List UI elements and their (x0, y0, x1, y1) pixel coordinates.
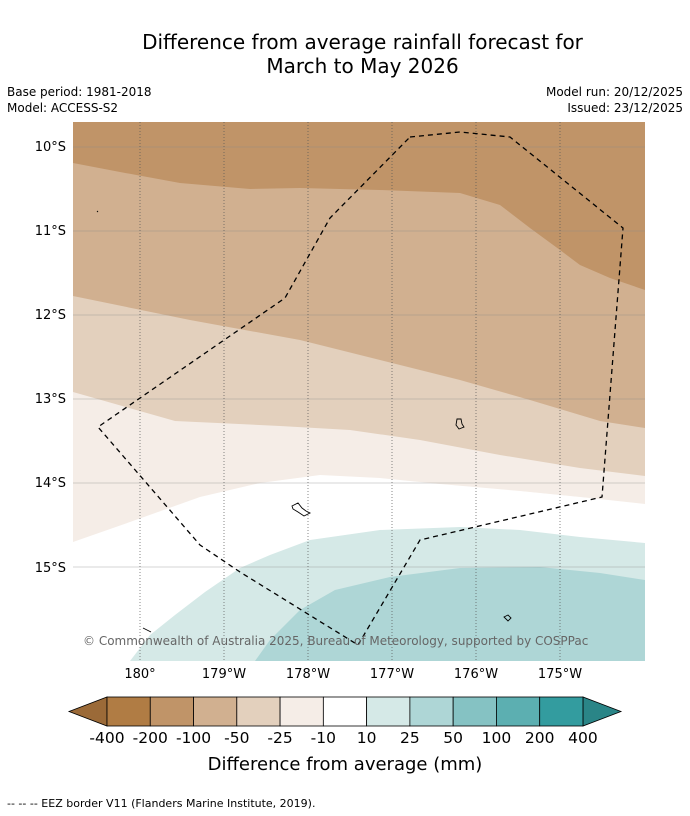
title-line-1: Difference from average rainfall forecas… (142, 30, 583, 54)
colorbar-tick-label: -10 (311, 729, 336, 747)
islands (96, 210, 512, 633)
colorbar-tick-label: 10 (357, 729, 377, 747)
rainfall-map: © Commonwealth of Australia 2025, Bureau… (73, 122, 645, 661)
colorbar-tick-label: 25 (400, 729, 420, 747)
lat-labels: 10°S 11°S 12°S 13°S 14°S 15°S (35, 140, 66, 576)
map-title: Difference from average rainfall forecas… (0, 30, 690, 78)
lon-label: 176°W (454, 667, 498, 682)
copyright-text: © Commonwealth of Australia 2025, Bureau… (83, 634, 588, 648)
lat-label: 10°S (35, 140, 66, 155)
band-plus-25 (255, 567, 645, 661)
lat-label: 15°S (35, 561, 66, 576)
colorbar-segment (496, 696, 541, 727)
colorbar-segment (539, 696, 584, 727)
colorbar-tick-label: 50 (443, 729, 463, 747)
band-minus-100 (73, 122, 645, 290)
island-northwest (96, 210, 99, 213)
island-central (291, 502, 312, 517)
colorbar-tick-label: -25 (267, 729, 292, 747)
lon-labels: 180° 179°W 178°W 177°W 176°W 175°W (124, 667, 582, 682)
colorbar-segment (236, 696, 281, 727)
colorbar-segment (149, 696, 194, 727)
colorbar-tick-label: 400 (568, 729, 598, 747)
lon-label: 175°W (538, 667, 582, 682)
colorbar-title: Difference from average (mm) (207, 754, 483, 775)
model-run: Model run: 20/12/2025 (545, 85, 683, 99)
colorbar-tick-label: -200 (133, 729, 168, 747)
lat-label: 11°S (35, 224, 66, 239)
lat-label: 14°S (35, 476, 66, 491)
colorbar-segment (322, 696, 368, 727)
island-southwest (142, 627, 152, 633)
eez-footnote: -- -- -- EEZ border V11 (Flanders Marine… (7, 797, 316, 810)
lon-label: 178°W (286, 667, 330, 682)
colorbar-tick-label: 100 (482, 729, 512, 747)
colorbar-under-arrow (67, 696, 108, 727)
title-line-2: March to May 2026 (266, 54, 459, 78)
colorbar-segment (106, 696, 151, 727)
colorbar-segment (409, 696, 454, 727)
island-east (455, 418, 465, 430)
base-period: Base period: 1981-2018 (7, 85, 152, 99)
colorbar-tick-label: 200 (525, 729, 555, 747)
issued-date: Issued: 23/12/2025 (567, 101, 683, 115)
lon-label: 179°W (202, 667, 246, 682)
colorbar-over-arrow (582, 696, 623, 727)
colorbar-tick-label: -50 (224, 729, 249, 747)
meta-right: Model run: 20/12/2025 Issued: 23/12/2025 (546, 84, 683, 116)
island-south (503, 614, 512, 622)
colorbar: -400 -200 -100 -50 -25 -10 10 25 50 100 200 400 (67, 696, 623, 747)
lat-label: 12°S (35, 308, 66, 323)
colorbar-segment (193, 696, 238, 727)
colorbar-segment (366, 696, 411, 727)
colorbar-tick-label: -100 (176, 729, 211, 747)
lon-label: 177°W (370, 667, 414, 682)
lat-gridlines (73, 146, 645, 568)
model-name: Model: ACCESS-S2 (7, 101, 119, 115)
colorbar-segment (452, 696, 497, 727)
colorbar-tick-label: -400 (89, 729, 124, 747)
colorbar-segment (279, 696, 324, 727)
lat-label: 13°S (35, 392, 66, 407)
eez-border (97, 131, 624, 646)
lon-label: 180° (124, 667, 155, 682)
meta-left: Base period: 1981-2018 Model: ACCESS-S2 (7, 84, 152, 116)
